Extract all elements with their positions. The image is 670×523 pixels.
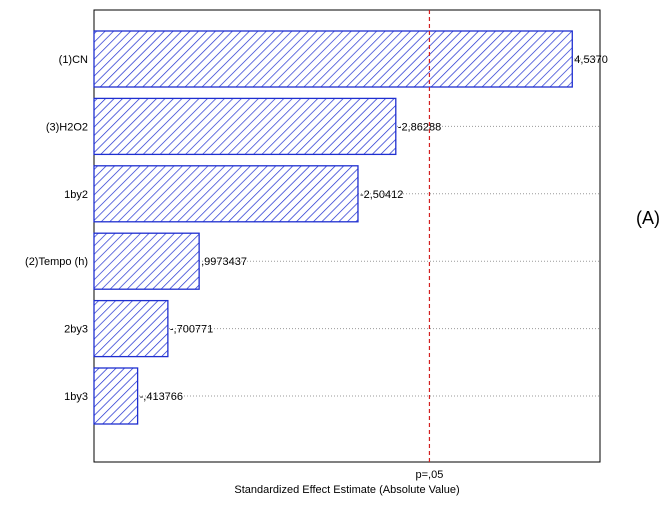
category-label: (1)CN [59, 54, 88, 66]
data-label: -,413766 [140, 391, 183, 403]
bar [93, 367, 139, 425]
data-label: 4,5370 [574, 54, 608, 66]
bar [93, 232, 200, 290]
category-label: 1by3 [64, 391, 88, 403]
bars [93, 30, 573, 425]
category-labels: (1)CN (3)H2O2 1by2 (2)Tempo (h) 2by3 1by3 [25, 54, 88, 403]
bar [93, 30, 573, 88]
category-label: (3)H2O2 [46, 121, 88, 133]
significance-label: p=,05 [416, 469, 444, 481]
bar [93, 299, 169, 358]
data-label: -,700771 [170, 324, 213, 336]
x-axis-title: Standardized Effect Estimate (Absolute V… [234, 484, 459, 496]
bar [93, 165, 359, 223]
panel-label: (A) [636, 208, 660, 228]
category-label: (2)Tempo (h) [25, 256, 88, 268]
bar [93, 97, 397, 156]
category-label: 2by3 [64, 324, 88, 336]
data-label: ,9973437 [201, 256, 247, 268]
data-label: -2,50412 [360, 189, 403, 201]
category-label: 1by2 [64, 189, 88, 201]
data-labels: 4,5370 -2,86288 -2,50412 ,9973437 -,700771 -,… [140, 54, 608, 403]
data-label: -2,86288 [398, 121, 441, 133]
